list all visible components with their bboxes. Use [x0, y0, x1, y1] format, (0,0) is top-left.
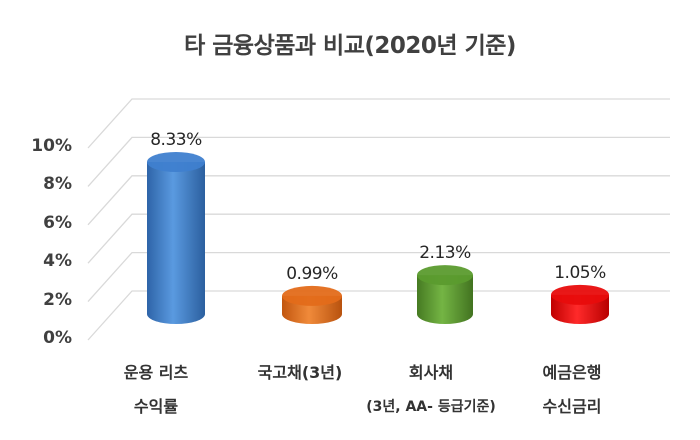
- y-tick-label: 0%: [43, 328, 72, 348]
- y-tick-label: 8%: [43, 174, 72, 195]
- bar-cylinder: [147, 152, 205, 324]
- category-label-line: [225, 390, 375, 424]
- gridline: [87, 98, 670, 149]
- bar-cylinder: [282, 285, 342, 324]
- gridline: [87, 290, 670, 341]
- value-label: 0.99%: [286, 263, 338, 284]
- y-tick-label: 2%: [43, 289, 72, 310]
- category-label-line: (3년, AA- 등급기준): [366, 399, 496, 415]
- category-label-line: 회사채: [408, 363, 454, 382]
- y-tick-label: 6%: [43, 212, 72, 233]
- gridline: [87, 136, 670, 187]
- category-label-line: 예금은행: [542, 363, 602, 382]
- gridlines: [87, 98, 670, 341]
- chart-title: 타 금융상품과 비교(2020년 기준): [184, 33, 516, 59]
- gridline: [87, 213, 670, 264]
- y-tick-label: 10%: [31, 136, 72, 156]
- gridline: [87, 175, 670, 226]
- category-label-line: 수익률: [133, 397, 179, 416]
- value-label: 1.05%: [554, 262, 606, 283]
- category-label: 국고채(3년): [225, 356, 375, 424]
- value-label: 8.33%: [150, 130, 202, 150]
- category-label-line: 운용 리츠: [123, 363, 189, 382]
- bars: [147, 152, 609, 324]
- category-label-line: 수신금리: [542, 397, 602, 416]
- value-label: 2.13%: [419, 243, 471, 264]
- gridline: [87, 251, 670, 303]
- bar-cylinder: [551, 284, 609, 324]
- bar-cylinder: [417, 265, 473, 324]
- category-label-line: 국고채(3년): [257, 363, 343, 382]
- y-tick-label: 4%: [43, 251, 72, 272]
- category-label: 회사채 (3년, AA- 등급기준): [356, 356, 506, 424]
